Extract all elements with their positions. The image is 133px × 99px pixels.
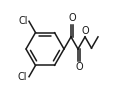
Text: O: O — [81, 26, 89, 36]
Text: Cl: Cl — [18, 16, 28, 26]
Text: O: O — [75, 62, 83, 72]
Text: O: O — [68, 13, 76, 23]
Text: Cl: Cl — [18, 72, 28, 82]
